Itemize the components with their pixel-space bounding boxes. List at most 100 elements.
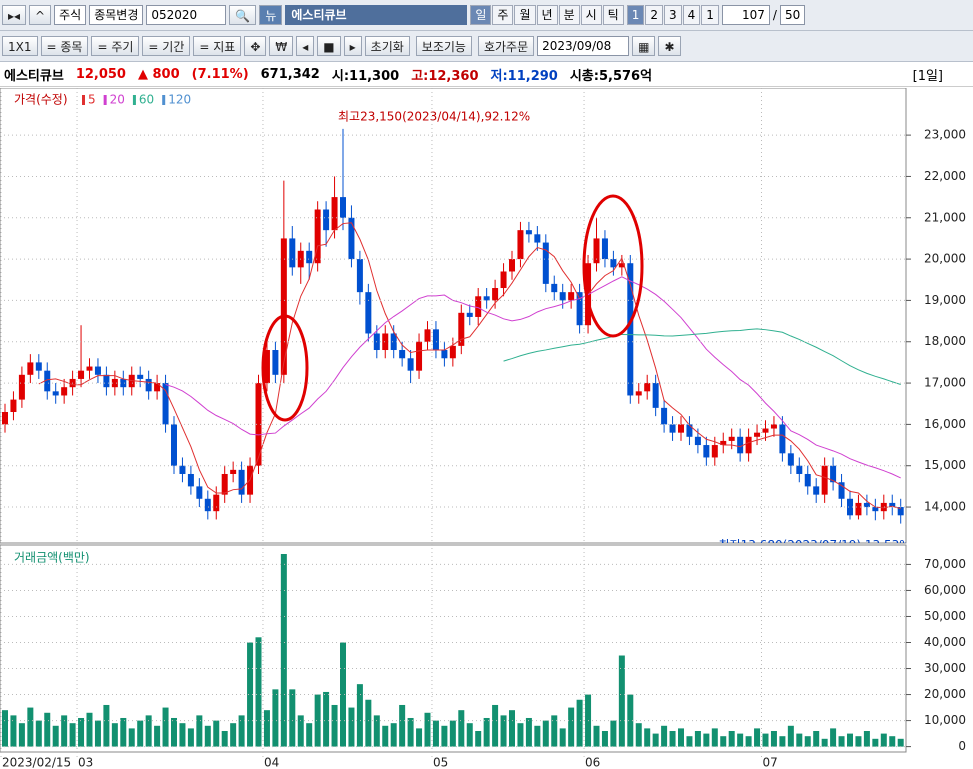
volume-bar <box>94 720 101 747</box>
volume-bar <box>314 694 321 747</box>
stop-button[interactable]: ■ <box>317 36 341 56</box>
view-button[interactable]: = 주기 <box>91 36 140 56</box>
next-button[interactable]: ▸ <box>343 36 362 56</box>
period-button[interactable]: 분 <box>558 5 580 25</box>
prev-button[interactable]: ◂ <box>296 36 315 56</box>
period-button[interactable]: 시 <box>580 5 602 25</box>
legend-swatch <box>162 95 166 105</box>
x-tick-label: 03 <box>78 756 93 769</box>
volume-bar <box>466 723 473 747</box>
period-label: [1일] <box>912 69 943 84</box>
high: 고:12,360 <box>411 69 479 84</box>
candle-body <box>627 263 634 396</box>
code-input[interactable]: 052020 <box>146 5 227 25</box>
volume-bar <box>86 712 93 747</box>
candle-body <box>162 383 169 425</box>
candle-body <box>137 374 144 379</box>
number-button[interactable]: 1 <box>626 5 645 25</box>
candle-body <box>838 482 845 499</box>
volume-bar <box>373 715 380 747</box>
legend-entry: 60 <box>139 93 154 107</box>
view-button[interactable]: = 종목 <box>40 36 89 56</box>
volume-bar <box>238 715 245 747</box>
date-input[interactable]: 2023/09/08 <box>537 36 630 56</box>
candle-body <box>196 486 203 499</box>
candle-body <box>94 366 101 375</box>
candle-body <box>263 350 270 384</box>
volume-bar <box>880 733 887 747</box>
candle-body <box>686 424 693 437</box>
change-select[interactable]: 종목변경 <box>89 5 144 25</box>
view-button[interactable]: 1X1 <box>2 36 38 56</box>
volume-bar <box>230 723 237 747</box>
settings-button[interactable]: ✱ <box>658 36 681 56</box>
action-button[interactable]: 초기화 <box>364 36 410 56</box>
volume-bar <box>154 725 161 747</box>
candle-body <box>120 378 127 388</box>
candle-body <box>678 424 684 433</box>
won-button[interactable]: ₩ <box>269 36 294 56</box>
period-button[interactable]: 일 <box>470 5 492 25</box>
y-tick-label: 60,000 <box>924 583 966 597</box>
volume-bar <box>10 715 17 747</box>
number-button[interactable]: 1 <box>701 5 719 25</box>
nav-button[interactable]: ▸◂ <box>2 5 27 25</box>
period-button[interactable]: 틱 <box>602 5 624 25</box>
total-input[interactable]: 50 <box>779 5 806 25</box>
move-button[interactable]: ✥ <box>244 36 267 56</box>
y-tick-label: 21,000 <box>924 210 966 224</box>
volume-plot <box>2 554 904 747</box>
candle-body <box>458 312 465 346</box>
volume-bar <box>255 637 262 747</box>
candle-body <box>872 507 879 512</box>
volume-bar <box>492 704 499 747</box>
view-button[interactable]: = 지표 <box>193 36 242 56</box>
candle-body <box>542 242 549 284</box>
candle-body <box>593 238 600 264</box>
volume-bar <box>145 715 152 747</box>
volume-bar <box>525 717 532 747</box>
stock-name: 에스티큐브 <box>285 5 468 25</box>
y-tick-label: 16,000 <box>924 417 966 431</box>
volume-bar <box>754 728 761 747</box>
action-button[interactable]: 보조기능 <box>415 36 472 56</box>
volume-panel <box>0 544 907 753</box>
volume-bar <box>35 720 42 747</box>
up-button[interactable]: ^ <box>29 5 52 25</box>
candle-body <box>348 217 355 260</box>
calendar-button[interactable]: ▦ <box>632 36 656 56</box>
highlight-circle <box>261 314 309 422</box>
candle-body <box>230 469 237 474</box>
volume-bar <box>111 723 118 747</box>
volume-bar <box>770 730 777 747</box>
action-button[interactable]: 호가주문 <box>477 36 535 56</box>
market-select[interactable]: 주식 <box>54 5 87 25</box>
number-button[interactable]: 4 <box>682 5 701 25</box>
period-button[interactable]: 주 <box>492 5 514 25</box>
legend-swatch <box>103 95 107 105</box>
volume-bar <box>796 733 803 747</box>
volume-bar <box>348 707 355 747</box>
volume-bar <box>306 723 313 747</box>
count-input[interactable]: 107 <box>721 5 770 25</box>
candle-body <box>525 230 532 235</box>
number-button[interactable]: 3 <box>663 5 682 25</box>
number-button[interactable]: 2 <box>645 5 663 25</box>
chart: 최고23,150(2023/04/14),92.12% 최저13,680(2023… <box>0 88 966 769</box>
volume-bar <box>847 733 853 747</box>
view-button[interactable]: = 기간 <box>142 36 191 56</box>
search-button[interactable]: 🔍 <box>229 5 257 25</box>
volume-bar <box>432 720 439 747</box>
volume-bar <box>838 736 845 747</box>
candle-body <box>356 259 363 293</box>
x-tick-label: 05 <box>433 756 448 769</box>
volume-bar <box>179 723 186 747</box>
candle-body <box>213 494 220 512</box>
volume-bar <box>542 720 549 747</box>
period-button[interactable]: 월 <box>514 5 536 25</box>
candle-body <box>145 378 152 392</box>
volume-bar <box>694 730 701 747</box>
period-button[interactable]: 년 <box>536 5 558 25</box>
volume-bar <box>407 717 414 747</box>
volume-title: 거래금액(백만) <box>14 551 90 565</box>
